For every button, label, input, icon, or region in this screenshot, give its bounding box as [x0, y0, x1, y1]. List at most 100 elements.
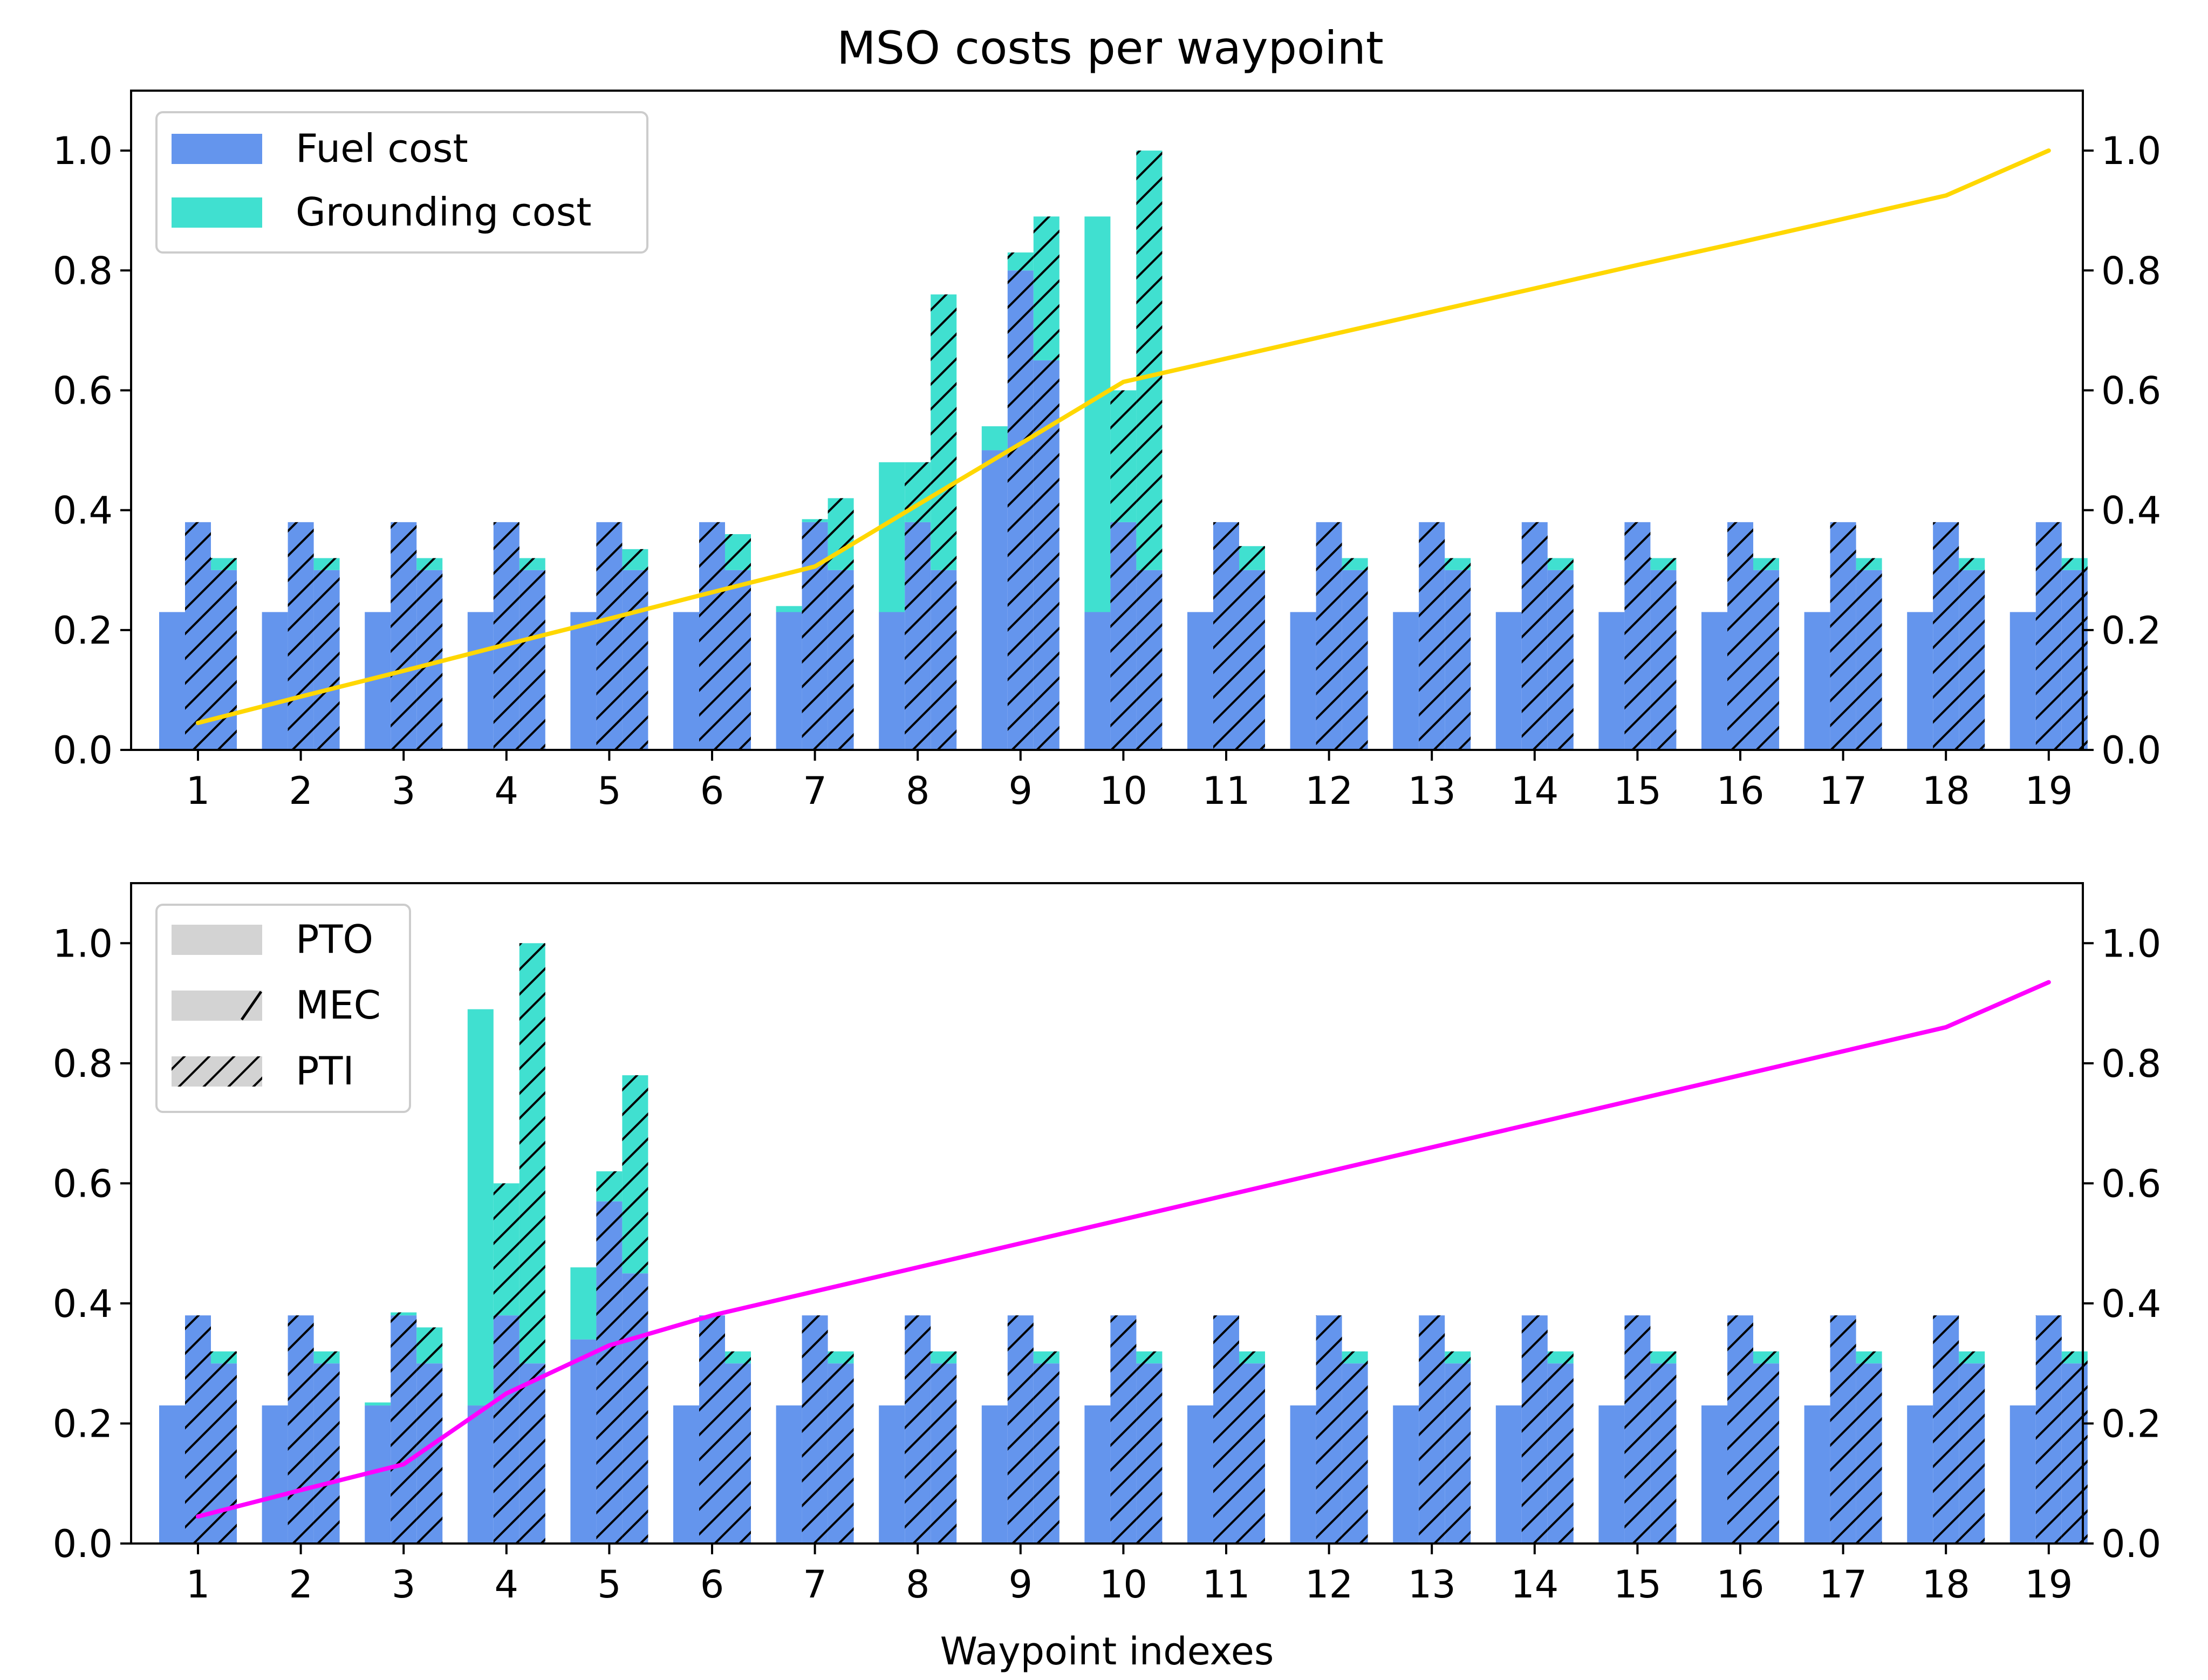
axes-frame: [130, 90, 2084, 751]
fuel-bar-pto-11: [1187, 1405, 1213, 1544]
hatch-pti-9: [1033, 216, 1059, 750]
hatch-pti-6: [725, 534, 751, 750]
x-tick-label-13: 13: [1408, 769, 1456, 813]
y-tick-label-right: 0.6: [2101, 1162, 2161, 1206]
x-tick-label-2: 2: [289, 769, 313, 813]
y-tick-label-left: 0.6: [53, 368, 113, 413]
top-panel: 0.0 0.00.2 0.20.4 0.40.6 0.60.8 0.81.0 1.01 2 3 4…: [53, 90, 2161, 813]
hatch-pti-2: [313, 558, 340, 750]
hatch-pti-4: [519, 943, 545, 1544]
axes-frame: [130, 882, 2084, 1545]
hatch-pti-8: [931, 294, 957, 750]
hatch-mec-5: [596, 522, 623, 750]
x-tick-label-4: 4: [495, 1562, 519, 1607]
fuel-bar-pto-13: [1393, 612, 1419, 750]
x-tick-label-11: 11: [1202, 769, 1250, 813]
hatch-mec-7: [802, 519, 828, 750]
x-tick-label-18: 18: [1922, 1562, 1970, 1607]
hatch-mec-4: [493, 522, 519, 750]
hatch-pti-16: [1753, 558, 1779, 750]
hatch-mec-16: [1727, 522, 1753, 750]
hatch-mec-5: [596, 1171, 623, 1544]
x-tick-label-1: 1: [186, 1562, 210, 1607]
hatch-pti-2: [313, 1351, 340, 1544]
y-tick-label-right: 0.6: [2101, 368, 2161, 413]
fuel-bar-pto-1: [159, 612, 185, 750]
y-tick-label-left: 1.0: [53, 129, 113, 173]
y-tick-label-left: 0.2: [53, 609, 113, 653]
pti-legend-hatch: [172, 1056, 262, 1087]
x-tick-label-7: 7: [803, 1562, 827, 1607]
bars: [159, 151, 2088, 750]
hatch-pti-15: [1650, 558, 1677, 750]
hatch-pti-16: [1753, 1351, 1779, 1544]
fuel-bar-pto-8: [879, 1405, 905, 1544]
y-tick-label-right: 0.4: [2101, 489, 2161, 533]
fuel-bar-pto-11: [1187, 612, 1213, 750]
fuel-bar-pto-6: [673, 1405, 699, 1544]
y-tick-label-right: 0.0: [2101, 1522, 2161, 1566]
hatch-mec-12: [1316, 522, 1342, 750]
y-tick-label-right: 0.2: [2101, 609, 2161, 653]
grounding-bar-pto-7: [776, 606, 802, 612]
fuel-bar-pto-4: [467, 1405, 494, 1544]
x-tick-label-6: 6: [700, 769, 724, 813]
fuel-bar-pto-18: [1907, 1405, 1933, 1544]
hatch-pti-4: [519, 558, 545, 750]
hatch-mec-8: [905, 1315, 931, 1544]
hatch-mec-2: [288, 1315, 314, 1544]
pto-legend-swatch: [172, 925, 262, 955]
hatch-pti-11: [1239, 1351, 1265, 1544]
x-tick-label-9: 9: [1009, 769, 1033, 813]
y-tick-label-right: 0.8: [2101, 249, 2161, 293]
hatch-pti-17: [1856, 558, 1882, 750]
fuel-bar-pto-18: [1907, 612, 1933, 750]
hatch-mec-6: [699, 522, 725, 750]
hatch-mec-12: [1316, 1315, 1342, 1544]
hatch-mec-17: [1830, 1315, 1856, 1544]
hatch-mec-1: [185, 1315, 211, 1544]
y-tick-label-right: 0.0: [2101, 728, 2161, 773]
fuel-bar-pto-15: [1598, 612, 1625, 750]
hatch-mec-16: [1727, 1315, 1753, 1544]
hatch-pti-13: [1445, 558, 1471, 750]
hatch-pti-1: [211, 558, 237, 750]
hatch-pti-10: [1136, 1351, 1163, 1544]
hatch-pti-5: [622, 549, 648, 750]
y-tick-label-left: 0.8: [53, 249, 113, 293]
hatch-mec-14: [1521, 522, 1548, 750]
hatch-mec-11: [1213, 522, 1239, 750]
hatch-pti-17: [1856, 1351, 1882, 1544]
x-tick-label-5: 5: [597, 1562, 621, 1607]
x-tick-label-12: 12: [1305, 1562, 1353, 1607]
fuel-bar-pto-1: [159, 1405, 185, 1544]
fuel-bar-pto-12: [1290, 1405, 1316, 1544]
mec-legend-label: MEC: [296, 982, 381, 1028]
fuel-bar-pto-19: [2009, 612, 2036, 750]
bottom-cost-line: [196, 980, 2051, 1519]
hatch-pti-14: [1547, 558, 1574, 750]
x-tick-label-19: 19: [2025, 769, 2073, 813]
fuel-bar-pto-17: [1804, 612, 1830, 750]
y-tick-label-right: 1.0: [2101, 129, 2161, 173]
x-tick-label-16: 16: [1716, 1562, 1764, 1607]
x-tick-label-9: 9: [1009, 1562, 1033, 1607]
fuel-cost-legend-swatch: [172, 134, 262, 164]
x-tick-label-8: 8: [906, 769, 930, 813]
hatch-mec-9: [1007, 1315, 1034, 1544]
hatch-mec-15: [1624, 1315, 1651, 1544]
y-tick-label-left: 0.6: [53, 1162, 113, 1206]
x-tick-label-6: 6: [700, 1562, 724, 1607]
hatch-mec-1: [185, 522, 211, 750]
fuel-bar-pto-16: [1701, 612, 1727, 750]
hatch-mec-4: [493, 1183, 519, 1544]
fuel-bar-pto-2: [262, 1405, 288, 1544]
fuel-bar-pto-15: [1598, 1405, 1625, 1544]
hatch-pti-9: [1033, 1351, 1059, 1544]
bars: [159, 943, 2088, 1544]
x-tick-label-3: 3: [392, 1562, 416, 1607]
hatch-pti-10: [1136, 151, 1163, 750]
hatch-mec-3: [391, 1312, 417, 1544]
fuel-bar-pto-5: [570, 1339, 597, 1544]
